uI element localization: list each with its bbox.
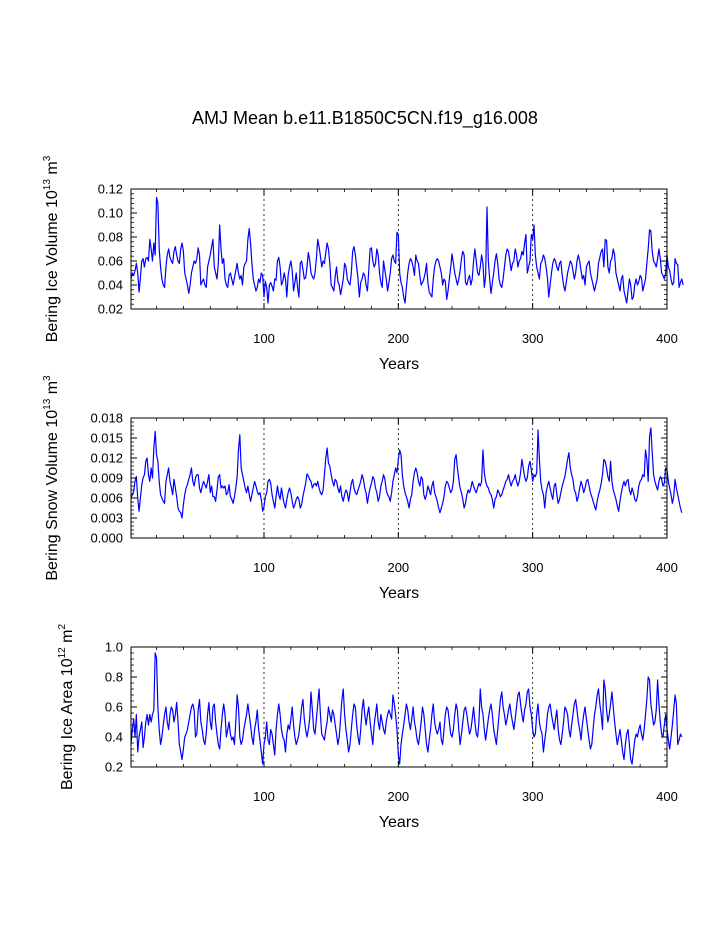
y-axis-title-part: Bering Ice Volume 10: [44, 190, 61, 342]
y-tick-label: 0.02: [98, 302, 123, 317]
y-axis-title-superscript: 12: [57, 647, 68, 659]
x-axis-title: Years: [379, 585, 419, 602]
x-tick-label: 300: [522, 789, 544, 804]
y-axis-title-superscript: 3: [42, 375, 53, 381]
y-tick-label: 0.009: [90, 471, 123, 486]
y-tick-label: 0.000: [90, 531, 123, 546]
y-axis-title-part: m: [59, 630, 76, 648]
x-tick-label: 100: [253, 789, 275, 804]
x-tick-label: 200: [387, 560, 409, 575]
y-axis-title-superscript: 13: [42, 179, 53, 191]
y-axis-title-superscript: 2: [57, 624, 68, 630]
y-tick-label: 0.08: [98, 230, 123, 245]
y-tick-label: 0.10: [98, 206, 123, 221]
y-axis-title-part: Bering Ice Area 10: [59, 658, 76, 790]
x-tick-label: 100: [253, 331, 275, 346]
figure-title: AMJ Mean b.e11.B1850C5CN.f19_g16.008: [192, 108, 538, 129]
y-axis-title: Bering Snow Volume 1013 m3: [42, 375, 61, 581]
y-tick-label: 1.0: [105, 640, 123, 655]
y-axis-title-part: m: [44, 381, 61, 399]
y-tick-label: 0.006: [90, 491, 123, 506]
plot-frame: [130, 188, 668, 310]
y-tick-label: 0.12: [98, 182, 123, 197]
y-tick-label: 0.04: [98, 278, 123, 293]
y-tick-label: 0.012: [90, 451, 123, 466]
x-axis-title: Years: [379, 356, 419, 373]
chart-panel-3: 100 200 300 400 0.2 0.4 0.6 0.8 1.0 Years Bering I…: [57, 624, 683, 831]
y-tick-label: 0.015: [90, 431, 123, 446]
y-tick-label: 0.003: [90, 511, 123, 526]
x-tick-label: 400: [656, 789, 678, 804]
series-line: [130, 196, 684, 304]
y-tick-label: 0.018: [90, 411, 123, 426]
chart-panel-2: 100 200 300 400 0.000 0.003 0.006 0.009 0.012 0.0…: [42, 375, 683, 602]
y-axis-title: Bering Ice Volume 1013 m3: [42, 155, 61, 342]
y-axis-title-part: Bering Snow Volume 10: [44, 410, 61, 581]
series-line: [130, 652, 683, 765]
y-tick-label: 0.2: [105, 760, 123, 775]
y-axis-title: Bering Ice Area 1012 m2: [57, 624, 76, 791]
y-axis-title-part: m: [44, 161, 61, 179]
x-tick-label: 200: [387, 331, 409, 346]
y-tick-label: 0.8: [105, 670, 123, 685]
x-axis-title: Years: [379, 814, 419, 831]
series-line: [130, 427, 683, 519]
x-tick-label: 100: [253, 560, 275, 575]
y-tick-label: 0.6: [105, 700, 123, 715]
x-tick-label: 300: [522, 331, 544, 346]
x-tick-label: 400: [656, 331, 678, 346]
y-tick-label: 0.4: [105, 730, 123, 745]
chart-panel-1: 100 200 300 400 0.02 0.04 0.06 0.08 0.10 0.12 Year…: [42, 155, 684, 373]
x-tick-label: 300: [522, 560, 544, 575]
x-tick-label: 200: [387, 789, 409, 804]
y-axis-title-superscript: 13: [42, 398, 53, 410]
y-axis-title-superscript: 3: [42, 155, 53, 161]
x-tick-label: 400: [656, 560, 678, 575]
y-tick-label: 0.06: [98, 254, 123, 269]
